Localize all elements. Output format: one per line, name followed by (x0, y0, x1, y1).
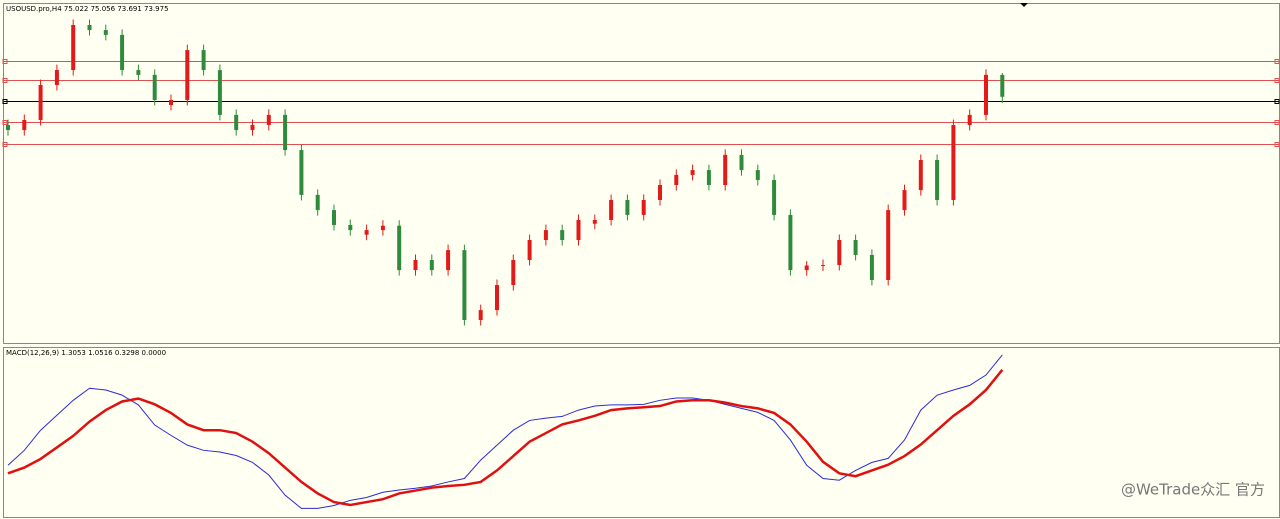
candle-body (136, 70, 141, 75)
candle-body (658, 185, 662, 200)
candle-body (772, 179, 777, 215)
h-line-handle (1274, 59, 1280, 64)
candle-body (739, 154, 744, 171)
candle-body (299, 150, 304, 195)
candle-body (348, 225, 353, 231)
candle-body (886, 210, 891, 280)
candle-body (380, 225, 385, 231)
candle-body (364, 230, 369, 235)
candle-body (152, 74, 157, 100)
candle-body (853, 239, 858, 255)
h-line-handle (1274, 120, 1280, 125)
candle-body (788, 214, 793, 271)
candle-body (185, 50, 190, 100)
candle-body (446, 250, 451, 271)
candle-body (804, 265, 809, 271)
h-line-handle (2, 142, 8, 147)
h-line-handle (1274, 78, 1280, 83)
price-title: USOUSD.pro,H4 75.022 75.056 73.691 73.97… (6, 5, 169, 13)
candle-body (120, 34, 125, 71)
candle-body (169, 99, 173, 106)
candle-body (38, 85, 43, 120)
candle-body (674, 174, 679, 186)
candle-body (527, 239, 532, 260)
h-line-handle (2, 120, 8, 125)
candle-body (755, 170, 760, 180)
candle-body (576, 219, 581, 240)
candle-body (918, 159, 923, 191)
candle-body (935, 159, 940, 200)
shift-marker (1020, 3, 1028, 7)
h-line-handle (2, 78, 8, 83)
candle-body (706, 170, 711, 186)
candle-body (54, 70, 59, 86)
candle-body (625, 199, 630, 215)
candle-body (869, 254, 874, 280)
candle-body (641, 199, 646, 215)
candle-body (690, 170, 695, 175)
candle-body (560, 230, 565, 240)
candle-body (723, 154, 728, 186)
candle-body (984, 74, 988, 115)
candle-body (609, 199, 614, 220)
candle-body (6, 125, 10, 131)
candle-body (902, 190, 907, 211)
watermark: @WeTrade众汇 官方 (1121, 481, 1265, 499)
candle-body (429, 259, 434, 271)
candle-body (71, 25, 76, 71)
candle-body (462, 250, 467, 320)
candle-body (592, 219, 597, 224)
macd-title: MACD(12,26,9) 1.3053 1.0516 0.3298 0.000… (6, 349, 166, 357)
h-line-handle (1274, 99, 1280, 104)
candle-body (201, 50, 206, 71)
candle-body (478, 310, 483, 320)
h-line-handle (2, 59, 8, 64)
candle-body (283, 114, 288, 151)
candle-body (22, 119, 27, 131)
candle-body (397, 225, 402, 271)
candle-body (87, 25, 92, 31)
candle-body (967, 114, 972, 126)
candle-body (543, 230, 548, 240)
candle-body (250, 125, 255, 131)
candle-body (511, 259, 516, 286)
candle-body (266, 114, 271, 126)
macd-line (7, 354, 1003, 509)
candle-body (332, 210, 336, 226)
candle-body (413, 259, 418, 271)
h-line-handle (2, 99, 8, 104)
candle-body (837, 239, 842, 266)
candle-body (951, 125, 956, 200)
macd-line (7, 369, 1004, 507)
h-line-handle (1274, 142, 1280, 147)
candle-body (234, 114, 239, 131)
candle-body (495, 285, 499, 311)
candle-body (217, 70, 222, 115)
candle-body (315, 194, 320, 211)
candle-body (821, 265, 825, 267)
candle-body (1000, 74, 1005, 97)
candle-body (103, 30, 108, 35)
